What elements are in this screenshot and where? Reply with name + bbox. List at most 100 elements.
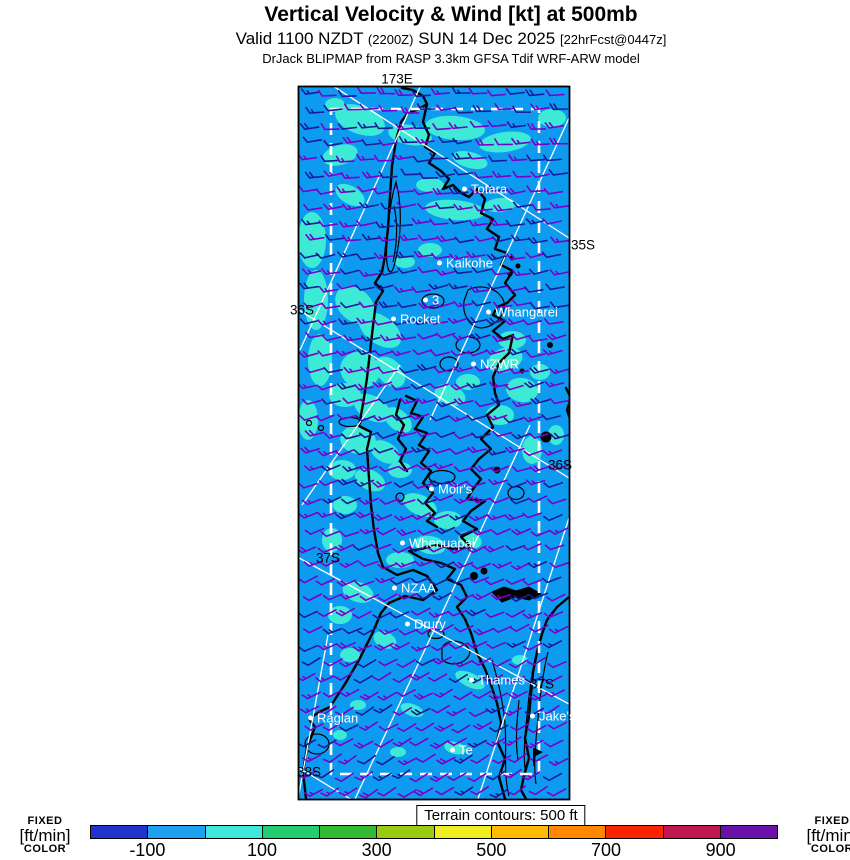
wind-barb bbox=[429, 514, 449, 520]
wind-barb bbox=[335, 349, 356, 356]
wind-barb bbox=[301, 691, 321, 700]
wind-barb bbox=[380, 334, 400, 342]
wind-barb bbox=[466, 608, 486, 617]
wind-barb bbox=[342, 203, 362, 211]
colorbar-segment bbox=[548, 826, 606, 838]
wind-barb bbox=[431, 447, 451, 454]
wind-barb bbox=[435, 786, 455, 796]
wind-barb bbox=[473, 204, 493, 212]
wind-barb bbox=[489, 219, 509, 226]
wind-barb bbox=[315, 252, 336, 259]
wind-barb bbox=[540, 705, 560, 715]
wind-barb bbox=[397, 757, 418, 766]
place-marker-dot bbox=[429, 486, 434, 492]
wind-barb bbox=[400, 106, 420, 114]
wind-barb bbox=[344, 103, 363, 111]
wind-barb bbox=[453, 168, 473, 176]
wind-barb bbox=[485, 348, 506, 355]
wind-barb bbox=[471, 496, 492, 504]
wind-barb bbox=[546, 593, 566, 602]
wind-barb bbox=[466, 481, 486, 488]
wind-barb bbox=[450, 577, 470, 584]
wind-barb bbox=[511, 466, 532, 473]
wind-barb bbox=[504, 446, 525, 454]
wind-barb bbox=[449, 642, 470, 650]
place-marker-dot bbox=[400, 540, 405, 546]
wind-barb bbox=[543, 481, 564, 489]
wind-barb bbox=[492, 754, 512, 765]
wind-barb bbox=[304, 429, 325, 437]
wind-barb bbox=[506, 121, 527, 129]
wind-barb bbox=[525, 89, 545, 97]
wind-barb bbox=[360, 366, 380, 373]
wind-barb bbox=[548, 757, 569, 766]
wind-barbs bbox=[299, 87, 569, 799]
wind-barb bbox=[334, 671, 354, 681]
wind-barb bbox=[305, 106, 325, 114]
wind-barb bbox=[542, 640, 562, 649]
wind-barb bbox=[488, 479, 508, 486]
header: Vertical Velocity & Wind [kt] at 500mb V… bbox=[26, 0, 850, 66]
wind-barb bbox=[510, 722, 530, 732]
wind-barb bbox=[521, 771, 541, 781]
wind-barb bbox=[411, 121, 431, 129]
colorbar-segment bbox=[490, 826, 548, 838]
valid-date: SUN 14 Dec 2025 bbox=[418, 29, 556, 48]
wind-barb bbox=[545, 89, 565, 97]
place-label: NZAA bbox=[392, 581, 436, 596]
wind-barb bbox=[396, 201, 417, 209]
wind-barb bbox=[372, 611, 392, 620]
model-line: DrJack BLIPMAP from RASP 3.3km GFSA Tdif… bbox=[262, 51, 640, 66]
wind-barb bbox=[341, 497, 361, 505]
wind-barb bbox=[359, 201, 379, 209]
wind-barb bbox=[429, 739, 450, 749]
colorbar-segment bbox=[662, 826, 720, 838]
wind-barb bbox=[412, 349, 433, 356]
wind-barb bbox=[522, 642, 543, 651]
wind-barb bbox=[527, 724, 547, 734]
wind-barb bbox=[360, 335, 381, 342]
wind-barb bbox=[450, 383, 471, 391]
wind-barb bbox=[528, 693, 549, 701]
wind-barb bbox=[320, 464, 341, 472]
wind-barb bbox=[416, 753, 436, 763]
wind-barb bbox=[528, 268, 549, 275]
wind-barb bbox=[299, 318, 320, 325]
wind-barb bbox=[342, 397, 363, 404]
place-label: Thames bbox=[469, 673, 525, 688]
wind-barb bbox=[522, 319, 543, 326]
wind-barb bbox=[548, 169, 568, 176]
wind-barb bbox=[544, 544, 565, 551]
wind-barb bbox=[548, 464, 569, 471]
wind-barb bbox=[337, 478, 358, 486]
wind-barb bbox=[542, 154, 562, 162]
wind-barb bbox=[373, 283, 394, 290]
place-name: Rocket bbox=[400, 311, 441, 327]
wind-barb bbox=[377, 692, 397, 701]
wind-barb bbox=[303, 788, 324, 797]
wind-barb bbox=[352, 610, 372, 619]
wind-barb bbox=[357, 87, 376, 94]
wind-barb bbox=[316, 511, 337, 518]
wind-barb bbox=[475, 138, 495, 146]
wind-barb bbox=[315, 769, 335, 779]
wind-barb bbox=[355, 706, 375, 716]
wind-barb bbox=[303, 625, 323, 634]
wind-barb bbox=[394, 480, 414, 488]
wind-barb bbox=[400, 168, 420, 176]
place-label: Totara bbox=[462, 182, 507, 197]
wind-barb bbox=[335, 512, 355, 520]
wind-barb bbox=[546, 788, 567, 797]
wind-barb bbox=[527, 495, 548, 503]
wind-barb bbox=[450, 350, 471, 357]
wind-barb bbox=[378, 628, 399, 635]
wind-barb bbox=[305, 331, 325, 339]
wind-barb bbox=[389, 611, 410, 619]
wind-barb bbox=[430, 350, 451, 357]
wind-barb bbox=[417, 529, 438, 536]
wind-barb bbox=[452, 334, 473, 341]
wind-barb bbox=[302, 593, 323, 602]
wind-barb bbox=[486, 253, 507, 261]
wind-barb bbox=[378, 139, 398, 146]
